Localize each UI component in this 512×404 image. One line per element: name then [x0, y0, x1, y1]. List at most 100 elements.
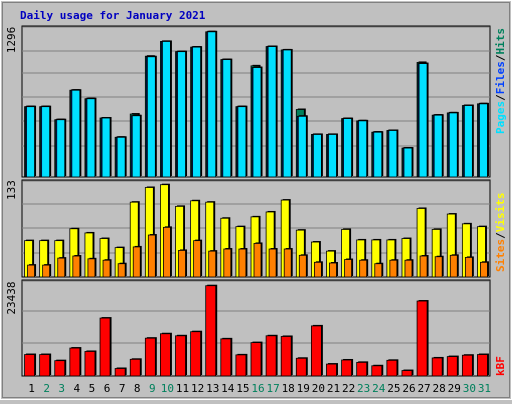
- kbytes-bar: [190, 331, 202, 377]
- x-tick-label: 21: [327, 382, 340, 395]
- sites-bar: [389, 259, 398, 278]
- legend-item: /: [494, 54, 507, 61]
- x-tick-label: 2: [43, 382, 50, 395]
- x-tick-label: 10: [161, 382, 174, 395]
- x-tick-label: 29: [448, 382, 461, 395]
- y-max-label: 133: [5, 180, 18, 200]
- pages-bar: [328, 134, 337, 178]
- right-legend-1: Sites/Visits: [494, 193, 507, 273]
- kbytes-bar: [84, 351, 96, 377]
- sites-bar: [253, 243, 262, 278]
- kbytes-bar: [250, 342, 262, 377]
- sites-bar: [404, 259, 413, 278]
- kbytes-bar: [356, 361, 368, 377]
- pages-bar: [86, 98, 96, 178]
- pages-bar: [192, 46, 202, 178]
- pages-bar: [131, 115, 141, 178]
- right-legend-0: Pages/Files/Hits: [494, 28, 507, 134]
- x-tick-label: 19: [297, 382, 310, 395]
- kbytes-bar: [326, 363, 337, 377]
- legend-item: F: [494, 356, 507, 363]
- sites-bar: [449, 254, 458, 278]
- kbytes-bar: [431, 357, 443, 377]
- kbytes-bar: [54, 360, 66, 377]
- kbytes-bar: [99, 317, 111, 377]
- sites-bar: [238, 248, 247, 278]
- pages-bar: [297, 115, 307, 178]
- kbytes-bar: [24, 354, 35, 377]
- x-tick-label: 25: [387, 382, 400, 395]
- kbytes-bar: [235, 354, 247, 377]
- pages-bar: [252, 67, 262, 178]
- pages-bar: [71, 89, 81, 178]
- sites-bar: [329, 262, 337, 278]
- x-tick-label: 28: [433, 382, 446, 395]
- chart-title: Daily usage for January 2021: [20, 9, 206, 22]
- sites-bar: [208, 250, 217, 278]
- sites-bar: [344, 259, 352, 278]
- x-tick-label: 17: [266, 382, 279, 395]
- kbytes-bar: [175, 335, 186, 377]
- pages-bar: [388, 130, 398, 178]
- kbytes-bar: [477, 354, 488, 377]
- kbytes-bar: [386, 359, 398, 377]
- x-tick-label: 20: [312, 382, 325, 395]
- sites-bar: [464, 257, 473, 278]
- x-tick-label: 24: [372, 382, 386, 395]
- kbytes-bar: [295, 357, 307, 377]
- x-tick-label: 3: [58, 382, 65, 395]
- pages-bar: [237, 106, 247, 178]
- labels-layer: 129613323438Pages/Files/HitsSites/Visits…: [5, 27, 507, 395]
- sites-bar: [147, 234, 156, 278]
- right-legend-2: kBF: [494, 356, 507, 376]
- sites-bar: [419, 255, 428, 278]
- x-tick-label: 13: [206, 382, 219, 395]
- legend-item: Files: [494, 61, 507, 94]
- sites-bar: [117, 263, 126, 278]
- pages-bar: [479, 103, 488, 178]
- pages-bar: [448, 112, 458, 178]
- pages-bar: [207, 31, 217, 178]
- x-tick-label: 11: [176, 382, 189, 395]
- kbytes-bar: [416, 300, 428, 377]
- pages-bar: [358, 120, 368, 178]
- pages-bar: [146, 56, 156, 178]
- x-tick-label: 6: [104, 382, 111, 395]
- x-tick-label: 18: [282, 382, 295, 395]
- pages-bar: [177, 51, 186, 178]
- pages-bar: [312, 134, 322, 178]
- x-tick-label: 12: [191, 382, 204, 395]
- kbytes-bar: [265, 335, 277, 377]
- sites-bar: [359, 259, 368, 278]
- kbytes-bar: [341, 359, 352, 377]
- pages-bar: [433, 114, 443, 178]
- legend-item: Sites: [494, 239, 507, 272]
- x-tick-label: 22: [342, 382, 355, 395]
- sites-bar: [87, 258, 96, 278]
- sites-bar: [163, 226, 171, 278]
- pages-bar: [116, 136, 126, 178]
- pages-bar: [26, 106, 35, 178]
- pages-bar: [418, 63, 428, 178]
- sites-bar: [27, 264, 35, 278]
- legend-item: kB: [494, 362, 507, 376]
- pages-bar: [162, 41, 171, 178]
- sites-bar: [283, 248, 292, 278]
- pages-bar: [267, 46, 277, 178]
- kbytes-bar: [446, 356, 458, 377]
- pages-bar: [56, 119, 66, 178]
- x-tick-label: 31: [478, 382, 491, 395]
- x-tick-label: 9: [149, 382, 156, 395]
- sites-bar: [42, 264, 51, 278]
- sites-bar: [434, 256, 443, 278]
- legend-item: Hits: [494, 28, 507, 55]
- kbytes-bar: [371, 365, 383, 377]
- sites-bar: [132, 246, 141, 278]
- sites-bar: [223, 248, 232, 278]
- kbytes-bar: [39, 354, 51, 377]
- legend-item: /: [494, 94, 507, 101]
- sites-bar: [480, 261, 488, 278]
